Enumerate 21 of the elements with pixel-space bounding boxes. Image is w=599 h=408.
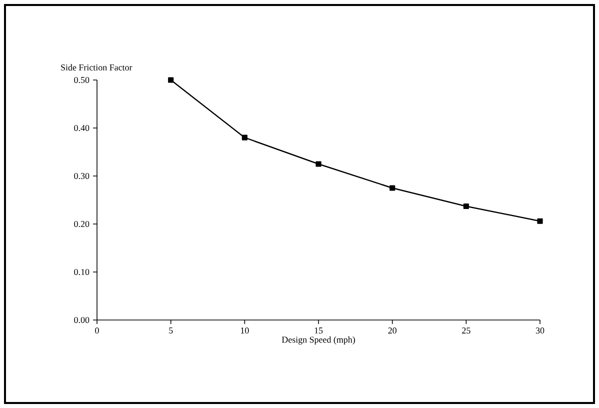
x-tick-label: 20 [388,328,396,334]
x-tick-label: 30 [536,328,544,334]
point [390,185,396,191]
x-tick-label: 25 [462,328,470,334]
point [463,203,469,210]
y-axis-title: Side Friction Factor [61,64,132,70]
y-tick-label: 0.00 [74,316,90,324]
y-tick-label: 0.30 [74,172,90,180]
x-tick-label: 10 [240,328,249,334]
x-tick-label: 5 [169,328,173,334]
y-tick-label: 0.10 [74,268,90,276]
y-tick-label: 0.50 [74,76,90,84]
y-tick-label: 0.40 [74,124,90,132]
y-tick-label: 0.20 [74,220,90,228]
point [242,134,248,140]
point [168,77,174,83]
x-tick-label: 15 [314,328,323,334]
point [316,161,322,167]
x-axis-title: Design Speed (mph) [282,336,355,345]
point [537,218,543,224]
x-tick-label: 0 [95,328,99,334]
